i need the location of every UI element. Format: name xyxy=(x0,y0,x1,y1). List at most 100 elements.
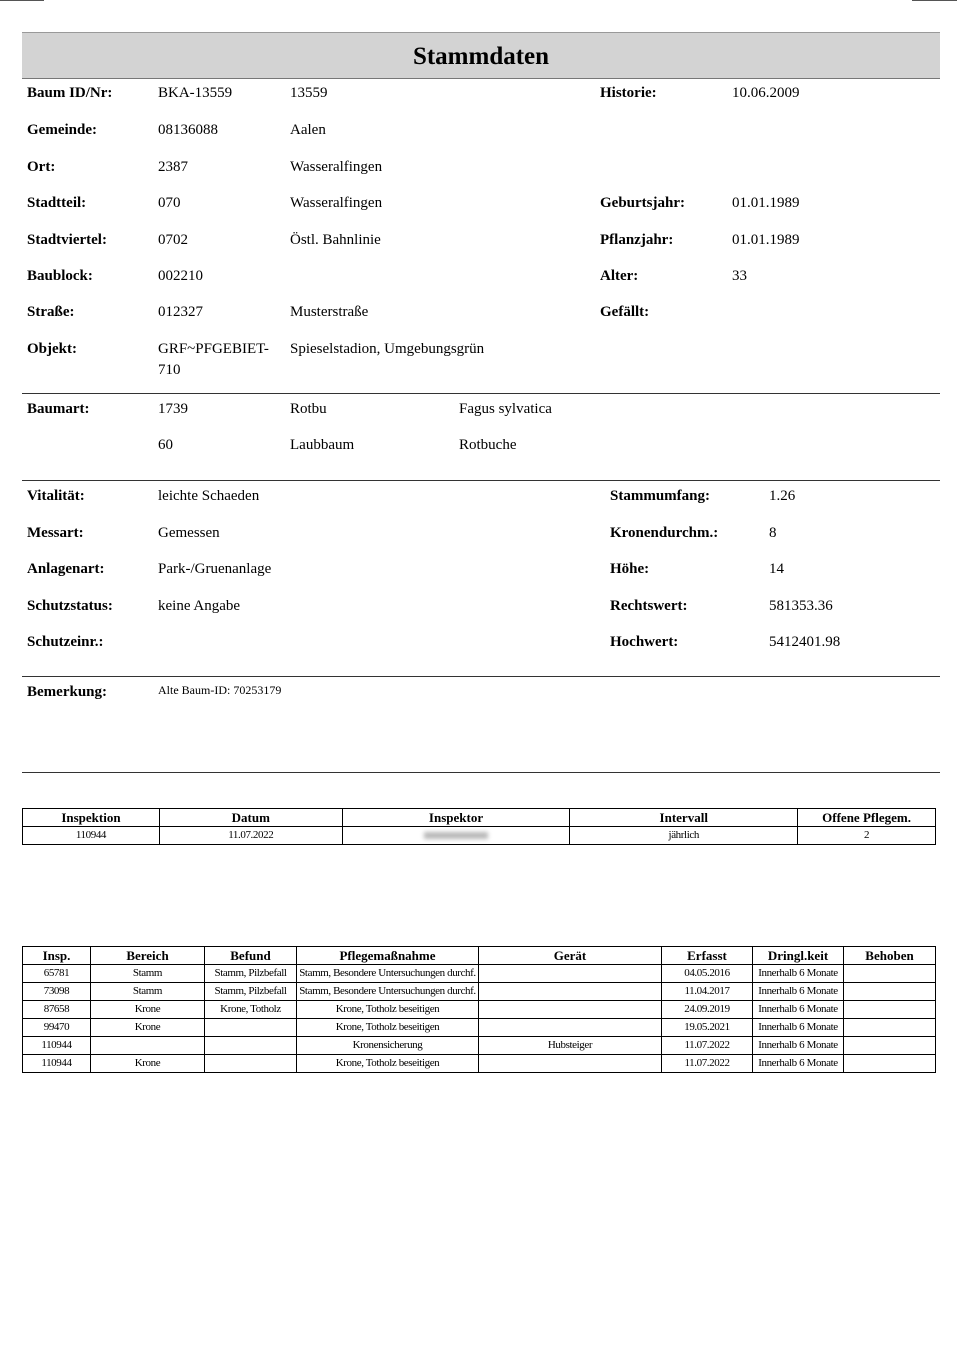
table-cell xyxy=(843,1000,936,1019)
field-code: 012327 xyxy=(158,304,203,320)
table-cell: Krone, Totholz beseitigen xyxy=(296,1054,479,1073)
table-cell xyxy=(843,1018,936,1037)
table-cell: 24.09.2019 xyxy=(661,1000,753,1019)
field-code: GRF~PFGEBIET- 710 xyxy=(158,341,269,378)
field-label: Schutzstatus: xyxy=(27,597,113,614)
field-value: 10.06.2009 xyxy=(732,85,800,101)
field-code: 002210 xyxy=(158,268,203,284)
field-value: 581353.36 xyxy=(769,597,833,614)
field-name: Musterstraße xyxy=(290,304,369,320)
field-label: Kronendurchm.: xyxy=(610,524,719,541)
table-row: 87658 Krone Krone, Totholz Krone, Totholz b… xyxy=(22,1000,936,1019)
table-cell xyxy=(478,1000,662,1019)
table-row: 110944 Kronensicherung Hubsteiger 11.07.202… xyxy=(22,1036,936,1055)
field-code: BKA-13559 xyxy=(158,85,233,101)
bemerkung-label: Bemerkung: xyxy=(27,684,107,700)
field-code: 070 xyxy=(158,195,181,211)
baumart-value: Rotbu xyxy=(290,401,327,417)
table-cell: 65781 xyxy=(22,964,91,983)
table-cell xyxy=(843,1054,936,1073)
field-label: Vitalität: xyxy=(27,488,85,504)
field-value: 8 xyxy=(769,524,777,541)
field-label: Schutzeinr.: xyxy=(27,634,104,650)
table-cell: Hubsteiger xyxy=(478,1036,662,1055)
baumart-label: Baumart: xyxy=(27,401,90,417)
field-label: Straße: xyxy=(27,304,75,320)
field-label: Anlagenart: xyxy=(27,561,105,577)
table-row: 110944 11.07.2022 jährlich 2 xyxy=(22,826,936,845)
baumart-value: Laubbaum xyxy=(290,437,355,453)
table-cell: 04.05.2016 xyxy=(661,964,753,983)
table-cell xyxy=(478,1054,662,1073)
field-label: Pflanzjahr: xyxy=(600,232,674,248)
table-cell: Krone, Totholz beseitigen xyxy=(296,1000,479,1019)
divider xyxy=(0,0,44,1)
table-cell: 73098 xyxy=(22,982,91,1001)
field-value: Gemessen xyxy=(158,524,220,541)
table-cell xyxy=(204,1036,297,1055)
column-header: Behoben xyxy=(843,946,936,965)
column-header: Insp. xyxy=(22,946,91,965)
column-header: Befund xyxy=(204,946,297,965)
field-label: Gefällt: xyxy=(600,304,650,320)
table-cell: Krone, Totholz xyxy=(204,1000,297,1019)
field-name: 13559 xyxy=(290,85,328,101)
table-cell: 11.07.2022 xyxy=(661,1054,753,1073)
column-header: Inspektor xyxy=(341,808,571,827)
field-name: Östl. Bahnlinie xyxy=(290,232,381,248)
divider xyxy=(22,393,940,394)
column-header: Datum xyxy=(158,808,343,827)
table-cell xyxy=(478,1018,662,1037)
table-cell xyxy=(204,1018,297,1037)
field-value: 14 xyxy=(769,561,784,577)
table-cell: 2 xyxy=(797,826,936,845)
section-header: Stammdaten xyxy=(22,32,940,79)
column-header: Inspektion xyxy=(22,808,160,827)
divider xyxy=(22,480,940,481)
field-code: 08136088 xyxy=(158,122,218,138)
field-label: Gemeinde: xyxy=(27,122,97,138)
table-cell: Innerhalb 6 Monate xyxy=(752,964,844,983)
column-header: Gerät xyxy=(478,946,662,965)
table-cell: Innerhalb 6 Monate xyxy=(752,1018,844,1037)
redacted-inspector-name xyxy=(424,831,489,839)
field-label: Höhe: xyxy=(610,561,650,577)
column-header: Offene Pflegem. xyxy=(797,808,936,827)
field-value: 01.01.1989 xyxy=(732,195,800,211)
table-cell: Krone, Totholz beseitigen xyxy=(296,1018,479,1037)
table-cell: Innerhalb 6 Monate xyxy=(752,1000,844,1019)
field-label: Messart: xyxy=(27,524,84,541)
field-value: Park-/Gruenanlage xyxy=(158,561,272,577)
table-cell: 110944 xyxy=(22,826,160,845)
field-name: Spieselstadion, Umgebungsgrün xyxy=(290,341,485,357)
field-code: 2387 xyxy=(158,159,188,175)
page-title: Stammdaten xyxy=(412,43,550,70)
table-cell xyxy=(478,982,662,1001)
table-cell: Innerhalb 6 Monate xyxy=(752,1036,844,1055)
column-header: Dringl.keit xyxy=(752,946,844,965)
table-cell: Stamm, Besondere Untersuchungen durchf. xyxy=(296,964,479,983)
table-cell: 19.05.2021 xyxy=(661,1018,753,1037)
field-value: 01.01.1989 xyxy=(732,232,800,248)
table-cell: Krone xyxy=(90,1054,205,1073)
field-label: Stadtviertel: xyxy=(27,232,107,248)
field-label: Geburtsjahr: xyxy=(600,195,685,211)
table-cell: 87658 xyxy=(22,1000,91,1019)
table-cell: 99470 xyxy=(22,1018,91,1037)
table-cell xyxy=(478,964,662,983)
divider xyxy=(912,0,957,1)
field-label: Alter: xyxy=(600,268,639,284)
table-cell xyxy=(843,964,936,983)
field-label: Historie: xyxy=(600,85,657,101)
table-cell: Krone xyxy=(90,1000,205,1019)
baumart-value: 60 xyxy=(158,437,173,453)
field-label: Ort: xyxy=(27,159,56,175)
bemerkung-value: Alte Baum-ID: 70253179 xyxy=(158,683,282,697)
table-cell xyxy=(341,826,571,845)
field-label: Baublock: xyxy=(27,268,93,284)
divider xyxy=(22,772,940,773)
table-cell: Innerhalb 6 Monate xyxy=(752,982,844,1001)
field-label: Stadtteil: xyxy=(27,195,87,211)
field-label: Stammumfang: xyxy=(610,488,710,504)
